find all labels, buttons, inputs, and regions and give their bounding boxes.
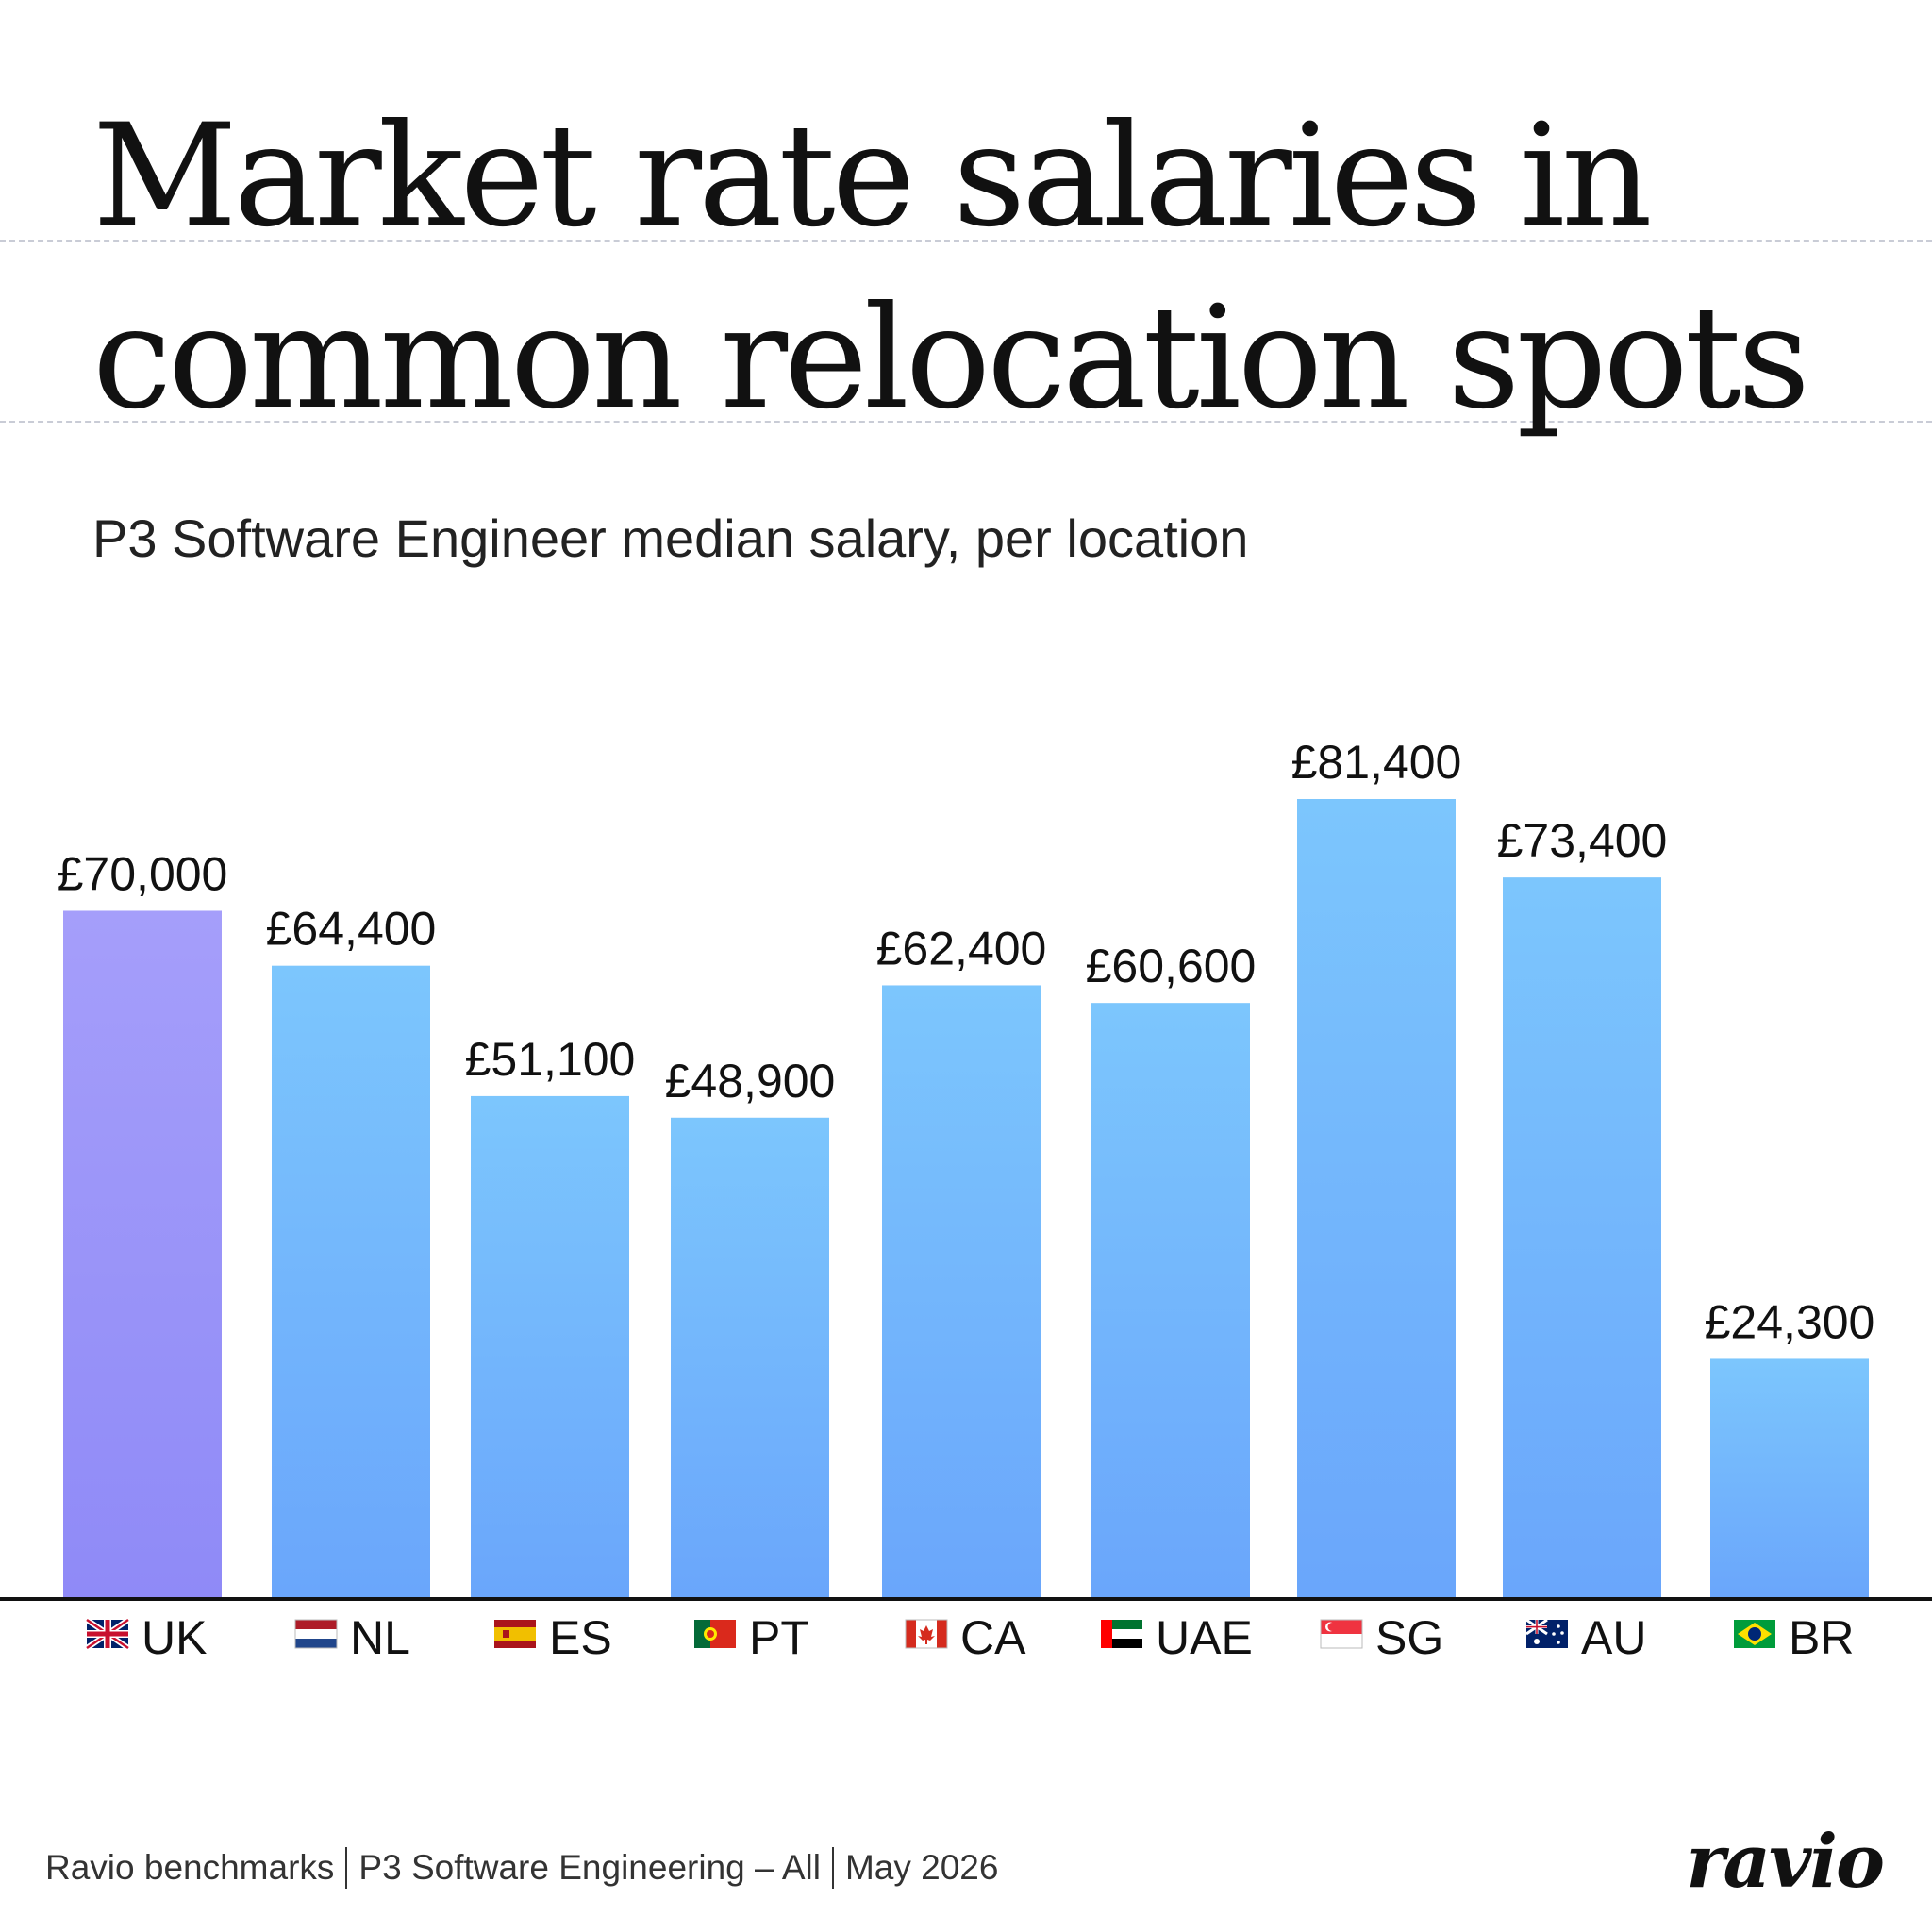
value-label-br: £24,300 [1705,1295,1875,1348]
value-label-au: £73,400 [1497,814,1668,867]
bar-pt [671,1117,829,1597]
bar-au [1503,877,1661,1597]
bar-ca [882,985,1041,1597]
bar-br [1710,1358,1869,1597]
ravio-logo: ravio [1686,1819,1885,1905]
value-label-uk: £70,000 [58,847,228,900]
category-label-pt: PT [749,1611,809,1664]
footer-date: May 2026 [844,1848,999,1887]
footer-dataset: P3 Software Engineering – All [358,1848,821,1887]
category-label-au: AU [1581,1611,1646,1664]
category-label-uae: UAE [1156,1611,1253,1664]
value-label-nl: £64,400 [266,903,437,956]
australia-flag-icon [1525,1618,1568,1648]
value-label-uae: £60,600 [1086,940,1257,992]
uae-flag-icon [1101,1620,1142,1648]
category-label-ca: CA [960,1611,1026,1664]
singapore-flag-icon [1320,1619,1363,1649]
salary-bar-chart: £70,000 £64,400 £51,100 £48,900 £62,400 £60,6… [0,736,1932,1664]
bar-nl [272,965,430,1597]
category-label-nl: NL [350,1611,410,1664]
value-label-sg: £81,400 [1291,736,1462,789]
footer-separator [345,1847,348,1889]
title-guide-line-bottom [0,421,1932,423]
value-label-pt: £48,900 [665,1055,836,1108]
footer-source: Ravio benchmarks [45,1848,335,1887]
chart-title-line-1: Market rate salaries in [92,94,1653,258]
spain-flag-icon [494,1620,536,1648]
category-label-es: ES [549,1611,612,1664]
portugal-flag-icon [694,1620,736,1648]
bar-group [63,799,1869,1597]
canada-flag-icon [905,1619,948,1649]
footer-separator [831,1847,834,1889]
category-label-br: BR [1789,1611,1854,1664]
title-guide-line-top [0,240,1932,242]
bar-es [471,1095,629,1597]
category-label-uk: UK [142,1611,207,1664]
chart-title-line-2: common relocation spots [92,276,1810,441]
category-label-group: UK NL ES PT CA UAE SG AU BR [85,1611,1854,1664]
uk-flag-icon [85,1617,130,1651]
bar-uae [1091,1003,1250,1597]
footer: Ravio benchmarks P3 Software Engineering… [45,1847,998,1889]
category-label-sg: SG [1375,1611,1443,1664]
value-label-group: £70,000 £64,400 £51,100 £48,900 £62,400 £60,6… [58,736,1875,1348]
value-label-ca: £62,400 [876,922,1047,974]
netherlands-flag-icon [294,1619,338,1649]
bar-sg [1297,799,1456,1597]
chart-subtitle: P3 Software Engineer median salary, per … [92,508,1249,568]
brazil-flag-icon [1734,1620,1775,1648]
bar-uk [63,910,222,1597]
value-label-es: £51,100 [465,1033,636,1086]
